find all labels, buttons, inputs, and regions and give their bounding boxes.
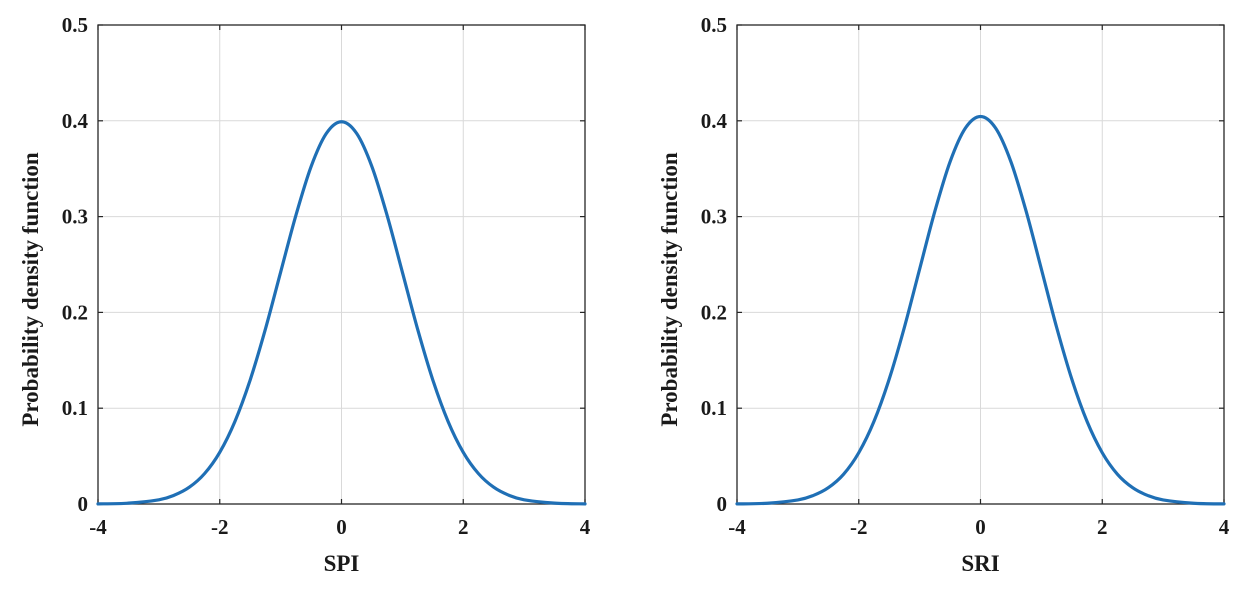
x-tick-label: -4 <box>89 515 107 539</box>
grid-group <box>737 25 1224 504</box>
y-axis-label: Probability density function <box>18 152 43 427</box>
y-tick-label: 0.4 <box>701 109 728 133</box>
x-tick-label: 2 <box>458 515 469 539</box>
y-tick-label: 0.3 <box>62 205 88 229</box>
series-group <box>96 120 587 506</box>
y-tick-label: 0.1 <box>701 396 727 420</box>
x-tick-label: 4 <box>580 515 591 539</box>
chart-panel-spi: -4 -2 0 2 4 0 0.1 0.2 0.3 0.4 0.5 SPI Probability … <box>18 13 591 576</box>
y-tick-label: 0.5 <box>62 13 88 37</box>
tick-group: -4 -2 0 2 4 0 0.1 0.2 0.3 0.4 0.5 <box>701 13 1230 539</box>
y-tick-label: 0.5 <box>701 13 727 37</box>
tick-group: -4 -2 0 2 4 0 0.1 0.2 0.3 0.4 0.5 <box>62 13 591 539</box>
x-tick-label: 4 <box>1219 515 1230 539</box>
chart-panel-sri: -4 -2 0 2 4 0 0.1 0.2 0.3 0.4 0.5 SRI Probability … <box>657 13 1230 576</box>
grid-group <box>98 25 585 504</box>
y-tick-label: 0.4 <box>62 109 89 133</box>
series-line-pdf <box>735 114 1226 506</box>
x-axis-label: SRI <box>961 551 999 576</box>
series-line-pdf <box>96 120 587 506</box>
x-tick-label: -2 <box>211 515 229 539</box>
y-tick-label: 0 <box>78 492 89 516</box>
y-tick-label: 0.3 <box>701 205 727 229</box>
y-tick-label: 0.1 <box>62 396 88 420</box>
x-tick-label: -2 <box>850 515 868 539</box>
y-tick-label: 0 <box>717 492 728 516</box>
y-tick-label: 0.2 <box>62 300 88 324</box>
y-tick-label: 0.2 <box>701 300 727 324</box>
x-tick-label: 0 <box>336 515 347 539</box>
y-axis-label: Probability density function <box>657 152 682 427</box>
x-tick-label: -4 <box>728 515 746 539</box>
x-tick-label: 2 <box>1097 515 1108 539</box>
x-axis-label: SPI <box>324 551 360 576</box>
series-group <box>735 114 1226 506</box>
x-tick-label: 0 <box>975 515 986 539</box>
